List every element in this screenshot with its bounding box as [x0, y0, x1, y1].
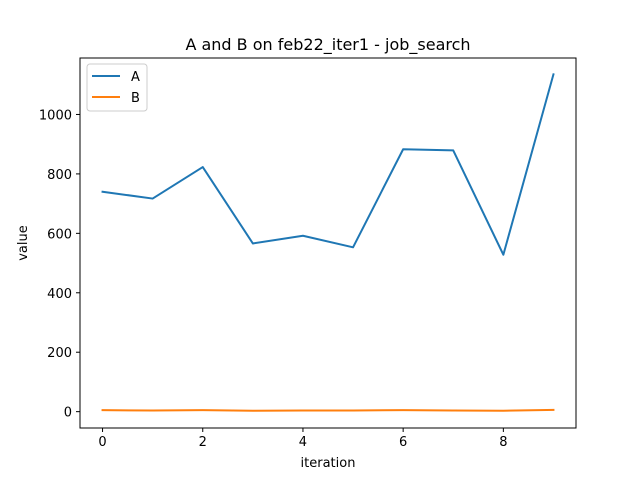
x-tick-label: 6: [399, 435, 407, 450]
y-axis-ticks: 0 200 400 600 800 1000: [39, 108, 80, 421]
y-tick-label: 600: [47, 227, 72, 242]
legend: A B: [86, 63, 148, 112]
series-line-a: [101, 73, 555, 256]
x-tick-label: 8: [499, 435, 507, 450]
y-tick-label: 0: [64, 406, 72, 421]
x-tick-label: 2: [199, 435, 207, 450]
x-axis-label: iteration: [301, 456, 356, 471]
plot-area: [80, 58, 576, 428]
legend-label-b: B: [131, 91, 140, 106]
y-tick-label: 800: [47, 168, 72, 183]
series-layer: [101, 73, 555, 412]
x-axis-ticks: 0 2 4 6 8: [98, 428, 507, 450]
plot-background: [80, 58, 576, 428]
x-tick-label: 4: [299, 435, 307, 450]
y-tick-label: 1000: [39, 108, 72, 123]
legend-label-a: A: [131, 70, 140, 85]
plot-frame: [79, 57, 577, 429]
y-tick-label: 200: [47, 346, 72, 361]
series-line-b: [101, 408, 555, 412]
y-tick-label: 400: [47, 287, 72, 302]
x-tick-label: 0: [98, 435, 106, 450]
chart-title: A and B on feb22_iter1 - job_search: [185, 35, 470, 55]
y-axis-label: value: [16, 225, 31, 261]
